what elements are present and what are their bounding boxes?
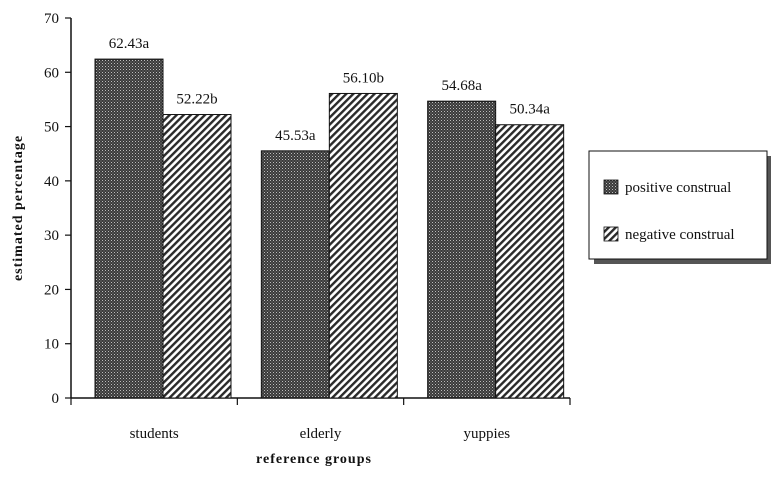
y-tick-label: 50 xyxy=(44,120,59,136)
category-label-students: students xyxy=(130,426,179,442)
bar-value-label: 45.53a xyxy=(275,128,316,144)
y-tick-label: 40 xyxy=(44,174,59,190)
legend-label-negative: negative construal xyxy=(625,227,735,243)
category-labels-group: students elderly yuppies xyxy=(130,426,511,442)
y-tick-label: 70 xyxy=(44,11,59,27)
y-tick-label: 30 xyxy=(44,228,59,244)
y-tick-label: 20 xyxy=(44,282,59,298)
x-axis-title: reference groups xyxy=(256,452,372,467)
y-tick-label: 0 xyxy=(52,391,60,407)
bar-yuppies-positive xyxy=(427,100,497,399)
y-axis-ticks: 0 10 20 30 40 50 60 70 xyxy=(44,11,71,407)
bar-elderly-negative xyxy=(328,92,398,399)
category-label-elderly: elderly xyxy=(300,426,342,442)
bar-yuppies-negative xyxy=(495,124,565,399)
bar-students-negative xyxy=(162,114,232,399)
y-tick-label: 60 xyxy=(44,65,59,81)
y-tick-label: 10 xyxy=(44,337,59,353)
y-axis-title: estimated percentage xyxy=(11,135,26,281)
bars-group xyxy=(94,58,565,399)
legend-swatch-negative xyxy=(603,226,619,242)
bar-students-positive xyxy=(94,58,164,399)
category-label-yuppies: yuppies xyxy=(463,426,510,442)
legend-swatch-positive xyxy=(603,179,619,195)
bar-value-label: 56.10b xyxy=(343,70,384,86)
bar-value-label: 52.22b xyxy=(176,92,217,108)
legend-label-positive: positive construal xyxy=(625,180,731,196)
bar-elderly-positive xyxy=(260,150,330,399)
legend: positive construal negative construal xyxy=(588,150,771,264)
data-labels-group: 62.43a 52.22b 45.53a 56.10b 54.68a 50.34a xyxy=(109,36,550,144)
legend-box xyxy=(588,150,768,260)
x-axis-ticks xyxy=(70,398,571,405)
bar-value-label: 62.43a xyxy=(109,36,150,52)
bar-value-label: 54.68a xyxy=(441,78,482,94)
bar-value-label: 50.34a xyxy=(509,102,550,118)
